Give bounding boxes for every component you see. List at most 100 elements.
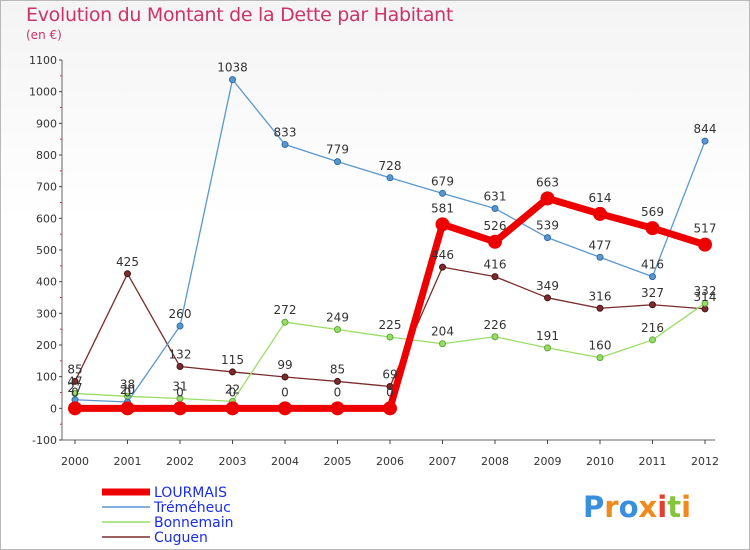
data-point (701, 299, 709, 307)
y-tick-label: 0 (50, 402, 57, 415)
logo-letter: r (604, 490, 619, 524)
data-point (334, 325, 341, 333)
data-label: 526 (484, 219, 507, 233)
data-point (435, 217, 450, 232)
data-point (281, 141, 289, 149)
data-point (544, 344, 551, 352)
data-point (120, 401, 135, 416)
data-label: 446 (431, 248, 454, 262)
data-label: 260 (169, 307, 192, 321)
data-label: 115 (221, 353, 244, 367)
x-tick-label: 2001 (114, 455, 142, 468)
data-point (701, 305, 709, 313)
data-label: 631 (484, 190, 507, 204)
data-label: 0 (71, 385, 79, 399)
data-point (488, 234, 502, 249)
data-label: 85 (67, 362, 82, 376)
x-tick-label: 2008 (481, 455, 509, 468)
data-point (176, 363, 184, 371)
data-label: 99 (277, 358, 292, 372)
proxiti-logo: Proxiti (583, 490, 691, 524)
series-0 (68, 191, 712, 416)
data-label: 0 (281, 385, 289, 399)
data-label: 1038 (217, 61, 248, 75)
data-label: 663 (536, 175, 559, 189)
x-tick-label: 2010 (586, 455, 614, 468)
y-tick-label: -100 (32, 434, 57, 447)
logo-letter: t (667, 490, 681, 524)
logo-letter: P (583, 490, 604, 524)
data-point (540, 191, 555, 206)
series-1 (71, 76, 709, 406)
data-label: 416 (484, 258, 507, 272)
data-label: 844 (694, 122, 717, 136)
data-label: 132 (169, 348, 192, 362)
data-label: 581 (431, 201, 454, 215)
data-label: 249 (326, 310, 349, 324)
data-label: 216 (641, 321, 664, 335)
data-label: 679 (431, 174, 454, 188)
data-point (649, 301, 656, 309)
y-tick-label: 600 (36, 212, 57, 225)
data-label: 833 (274, 126, 297, 140)
data-label: 47 (67, 374, 82, 388)
y-tick-label: 400 (36, 276, 57, 289)
data-point (330, 401, 345, 416)
data-label: 728 (379, 159, 402, 173)
data-label: 316 (589, 289, 612, 303)
data-label: 226 (484, 318, 507, 332)
data-point (124, 270, 131, 278)
data-point (71, 377, 79, 385)
data-point (334, 377, 341, 385)
data-label: 0 (229, 385, 237, 399)
legend-label: Bonnemain (154, 515, 234, 531)
data-label: 85 (330, 362, 345, 376)
data-point (386, 174, 394, 182)
data-label: 38 (120, 377, 135, 391)
data-point (491, 205, 499, 213)
data-label: 0 (124, 385, 132, 399)
x-tick-label: 2006 (376, 455, 404, 468)
data-label: 614 (589, 191, 612, 205)
axes: -100010020030040050060070080090010001100… (29, 54, 719, 468)
logo-letter: x (639, 490, 658, 524)
data-label: 22 (225, 382, 240, 396)
data-point (439, 340, 446, 348)
data-label: 779 (326, 143, 349, 157)
data-point (593, 206, 607, 221)
y-tick-label: 700 (36, 181, 57, 194)
x-tick-label: 2012 (691, 455, 719, 468)
data-label: 204 (431, 325, 454, 339)
data-point (596, 304, 604, 312)
y-tick-label: 200 (36, 339, 57, 352)
data-label: 314 (694, 290, 717, 304)
data-label: 517 (694, 222, 717, 236)
data-point (439, 263, 446, 271)
data-labels: 85 425 132 115 99 85 69 446 416 349 316 327 314 47 38 3… (67, 61, 716, 400)
logo-letter: i (681, 490, 691, 524)
series-layer (68, 76, 712, 416)
logo-letter: o (619, 490, 639, 524)
data-label: 349 (536, 279, 559, 293)
data-label: 31 (172, 380, 187, 394)
y-tick-label: 900 (36, 117, 57, 130)
data-label: 272 (274, 303, 297, 317)
data-point (281, 318, 289, 326)
chart-subtitle: (en €) (26, 28, 62, 42)
data-point (701, 137, 709, 145)
data-point (229, 76, 236, 84)
y-tick-label: 500 (36, 244, 57, 257)
x-tick-label: 2003 (219, 455, 247, 468)
data-point (386, 333, 394, 341)
data-label: 20 (120, 383, 135, 397)
x-tick-label: 2005 (324, 455, 352, 468)
data-point (383, 401, 397, 416)
data-label: 569 (641, 205, 664, 219)
x-tick-label: 2000 (61, 455, 89, 468)
y-tick-label: 1100 (29, 54, 57, 67)
legend-label: Tréméheuc (153, 500, 231, 516)
data-label: 0 (334, 385, 342, 399)
x-tick-label: 2009 (534, 455, 562, 468)
